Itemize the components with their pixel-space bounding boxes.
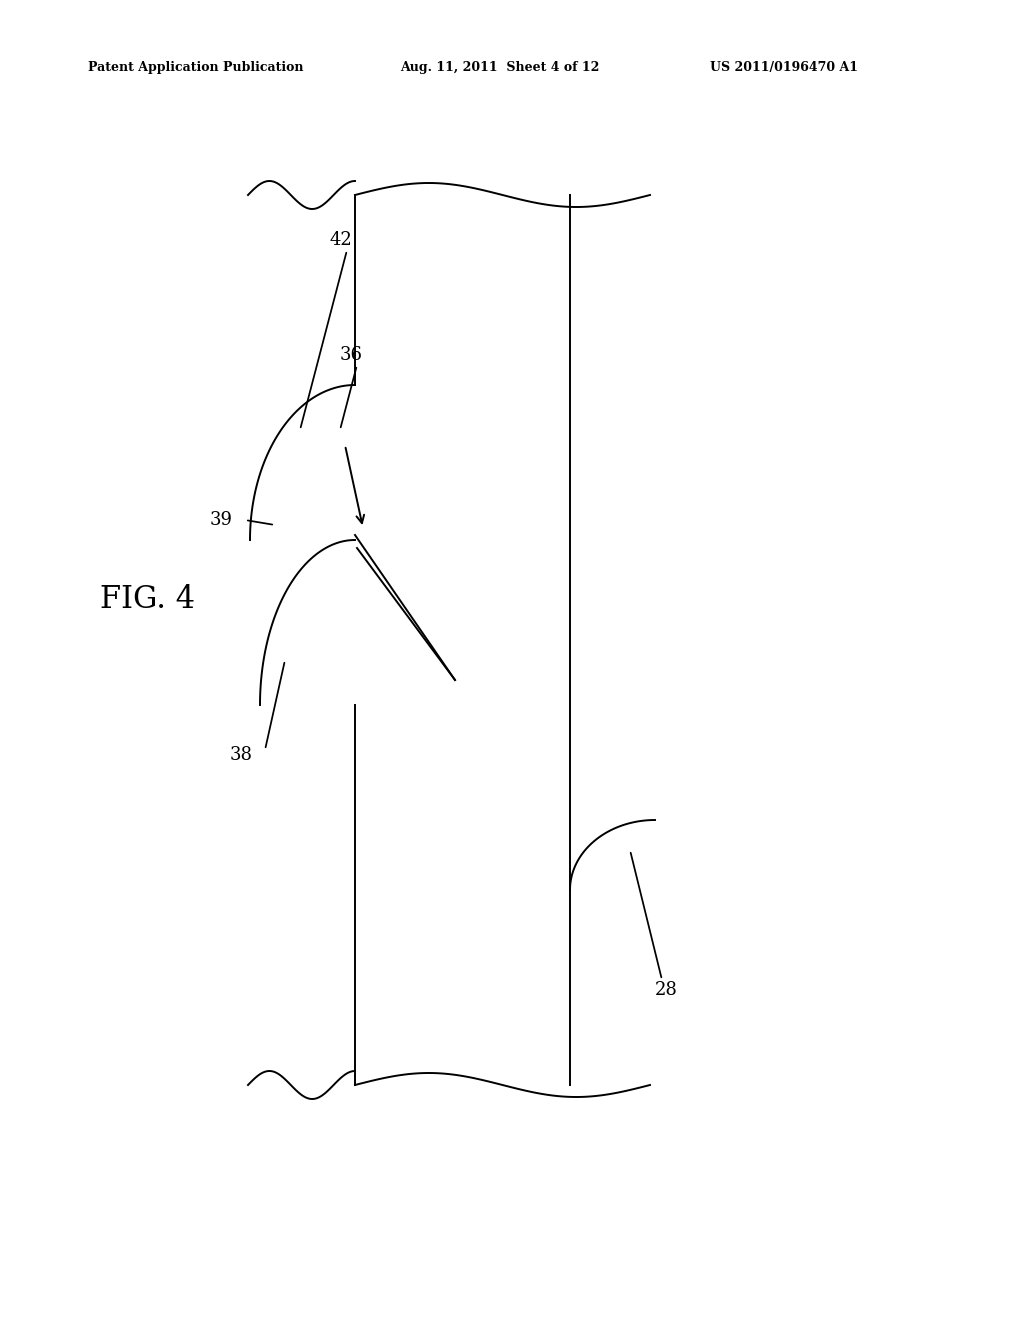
Text: 28: 28 (655, 981, 678, 999)
Text: 42: 42 (330, 231, 352, 249)
Text: US 2011/0196470 A1: US 2011/0196470 A1 (710, 62, 858, 74)
Text: 39: 39 (210, 511, 233, 529)
Text: 36: 36 (340, 346, 362, 364)
Text: FIG. 4: FIG. 4 (100, 585, 195, 615)
Text: Aug. 11, 2011  Sheet 4 of 12: Aug. 11, 2011 Sheet 4 of 12 (400, 62, 599, 74)
Text: Patent Application Publication: Patent Application Publication (88, 62, 303, 74)
Text: 38: 38 (230, 746, 253, 764)
